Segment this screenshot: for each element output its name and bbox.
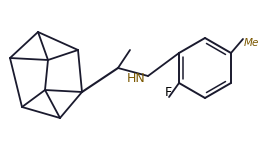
Text: Me: Me [244,38,259,48]
Text: F: F [164,86,172,99]
Text: HN: HN [127,72,146,84]
